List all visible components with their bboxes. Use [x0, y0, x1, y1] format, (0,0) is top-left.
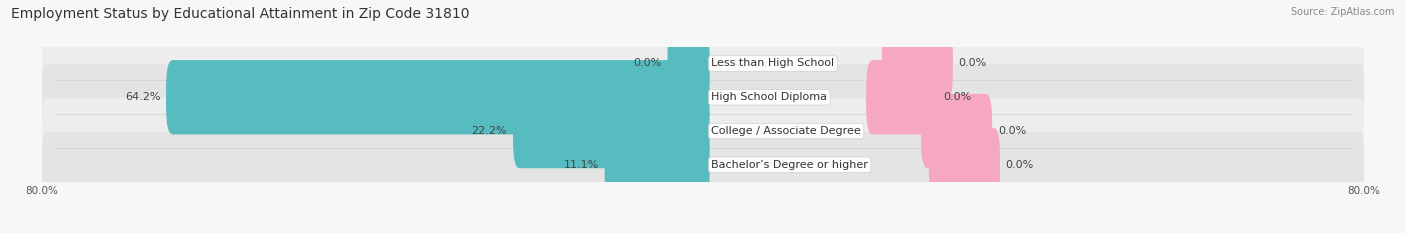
Text: 0.0%: 0.0%: [1005, 160, 1033, 170]
Text: 0.0%: 0.0%: [998, 126, 1026, 136]
Text: 0.0%: 0.0%: [634, 58, 662, 69]
Text: Employment Status by Educational Attainment in Zip Code 31810: Employment Status by Educational Attainm…: [11, 7, 470, 21]
Text: Source: ZipAtlas.com: Source: ZipAtlas.com: [1291, 7, 1395, 17]
FancyBboxPatch shape: [866, 60, 938, 134]
FancyBboxPatch shape: [929, 128, 1000, 202]
Legend: In Labor Force, Unemployed: In Labor Force, Unemployed: [603, 232, 803, 233]
FancyBboxPatch shape: [166, 60, 710, 134]
FancyBboxPatch shape: [42, 30, 1364, 97]
Text: 11.1%: 11.1%: [564, 160, 599, 170]
FancyBboxPatch shape: [605, 128, 710, 202]
FancyBboxPatch shape: [513, 94, 710, 168]
Text: 64.2%: 64.2%: [125, 92, 160, 102]
FancyBboxPatch shape: [42, 64, 1364, 130]
FancyBboxPatch shape: [882, 26, 953, 101]
Text: 0.0%: 0.0%: [959, 58, 987, 69]
FancyBboxPatch shape: [42, 98, 1364, 164]
Text: 22.2%: 22.2%: [471, 126, 508, 136]
Text: Bachelor’s Degree or higher: Bachelor’s Degree or higher: [711, 160, 868, 170]
Text: 0.0%: 0.0%: [943, 92, 972, 102]
FancyBboxPatch shape: [42, 132, 1364, 198]
FancyBboxPatch shape: [921, 94, 993, 168]
FancyBboxPatch shape: [668, 26, 710, 101]
Text: Less than High School: Less than High School: [711, 58, 834, 69]
Text: College / Associate Degree: College / Associate Degree: [711, 126, 860, 136]
Text: High School Diploma: High School Diploma: [711, 92, 827, 102]
